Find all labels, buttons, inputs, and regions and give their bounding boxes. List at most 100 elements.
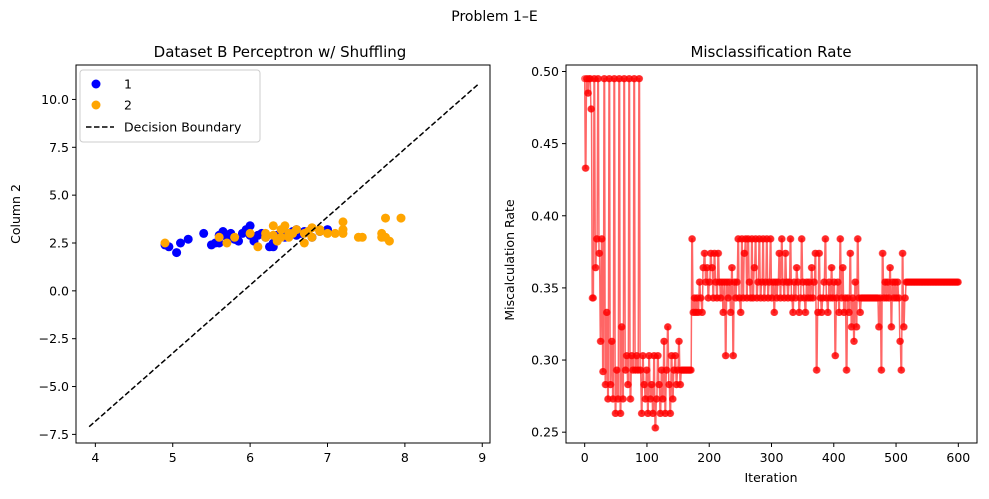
misclass-xtick-label: 200 (697, 450, 721, 465)
misclass-point (894, 278, 902, 286)
misclass-ytick-label: 0.45 (531, 136, 559, 151)
scatter-point-series-2 (160, 238, 170, 248)
misclass-point (638, 409, 646, 417)
misclass-ytick-label: 0.30 (531, 353, 559, 368)
scatter-xtick-label: 9 (478, 450, 486, 465)
scatter-ytick-label: 2.5 (49, 235, 69, 250)
scatter-point-series-2 (245, 228, 255, 238)
scatter-point-series-2 (330, 228, 340, 238)
scatter-title: Dataset B Perceptron w/ Shuffling (154, 43, 407, 61)
misclass-point (802, 308, 810, 316)
misclass-point (808, 264, 816, 272)
misclass-point (647, 395, 655, 403)
misclass-point (599, 368, 608, 376)
scatter-xtick-label: 4 (91, 450, 99, 465)
misclass-point (787, 235, 795, 243)
scatter-point-series-1 (172, 248, 182, 258)
misclass-point (665, 381, 674, 389)
misclass-point (728, 264, 736, 272)
misclass-point (698, 308, 707, 316)
misclass-point (832, 352, 840, 360)
misclass-point (724, 294, 733, 302)
misclass-point (818, 308, 826, 316)
misclass-point (675, 337, 683, 345)
misclass-point (627, 395, 635, 403)
scatter-panel: Dataset B Perceptron w/ Shuffling Column… (8, 43, 491, 465)
misclass-point (954, 278, 962, 286)
scatter-point-series-2 (384, 236, 394, 246)
scatter-point-series-2 (230, 232, 240, 242)
misclass-ytick-label: 0.40 (531, 208, 559, 223)
misclass-xtick-label: 500 (884, 450, 908, 465)
misclass-point (663, 366, 671, 374)
scatter-ytick-label: 10.0 (41, 92, 69, 107)
scatter-point-series-2 (338, 228, 348, 238)
misclass-point (652, 424, 660, 432)
scatter-axes-frame (75, 64, 491, 444)
scatter-ytick-label: 7.5 (49, 140, 69, 155)
misclass-point (898, 366, 906, 374)
misclass-point (654, 352, 662, 360)
misclass-point (824, 308, 832, 316)
misclass-point (878, 366, 886, 374)
misclass-point (746, 278, 754, 286)
misclass-ytick-label: 0.50 (531, 64, 559, 79)
misclass-point (853, 323, 861, 331)
scatter-point-series-2 (381, 213, 390, 223)
scatter-ytick-label: 0.0 (49, 283, 69, 298)
misclass-point (635, 75, 644, 83)
misclass-point (875, 323, 883, 331)
misclass-point (584, 89, 593, 97)
misclass-point (639, 352, 647, 360)
misclass-point (622, 366, 630, 374)
misclass-point (895, 294, 903, 302)
scatter-xtick-label: 6 (246, 450, 254, 465)
legend-label-series-1: 1 (124, 77, 132, 92)
misclass-point (592, 264, 600, 272)
scatter-point-series-1 (176, 238, 185, 248)
misclass-point (582, 164, 590, 172)
misclass-point (733, 278, 741, 286)
misclass-point (813, 366, 821, 374)
misclass-point (888, 323, 896, 331)
misclass-point (619, 395, 627, 403)
decision-boundary-line (88, 83, 479, 428)
misclass-point (697, 294, 705, 302)
misclass-point (706, 278, 714, 286)
scatter-point-series-2 (214, 232, 224, 242)
scatter-plot-area (88, 83, 479, 428)
misclass-point (613, 366, 621, 374)
misclass-point (793, 264, 801, 272)
scatter-ytick-label: −7.5 (39, 427, 69, 442)
misclass-axes-frame (565, 64, 978, 444)
misclass-point (648, 381, 656, 389)
misclass-point (667, 409, 675, 417)
scatter-point-series-2 (307, 232, 317, 242)
scatter-ytick-label: −2.5 (39, 331, 69, 346)
misclass-point (879, 249, 887, 257)
misclass-point (672, 352, 680, 360)
misclass-xlabel: Iteration (744, 470, 797, 485)
scatter-xtick-label: 5 (169, 450, 177, 465)
misclass-point (653, 395, 661, 403)
misclass-point (701, 249, 709, 257)
misclass-xtick-label: 400 (822, 450, 846, 465)
misclass-xtick-label: 300 (760, 450, 784, 465)
misclass-point (737, 308, 745, 316)
misclass-point (834, 278, 842, 286)
misclass-point (822, 235, 830, 243)
scatter-ylabel: Column 2 (8, 184, 23, 244)
scatter-legend: 1 2 Decision Boundary (79, 69, 261, 143)
scatter-point-series-2 (272, 236, 282, 246)
misclassification-panel: Misclassification Rate Miscalculation Ra… (502, 43, 978, 485)
misclass-point (607, 381, 615, 389)
misclass-point (624, 381, 632, 389)
misclass-point (722, 352, 730, 360)
misclass-point (594, 75, 603, 83)
misclass-point (687, 366, 695, 374)
misclass-point (696, 278, 704, 286)
misclass-plot-area (581, 75, 962, 432)
misclass-point (597, 337, 605, 345)
